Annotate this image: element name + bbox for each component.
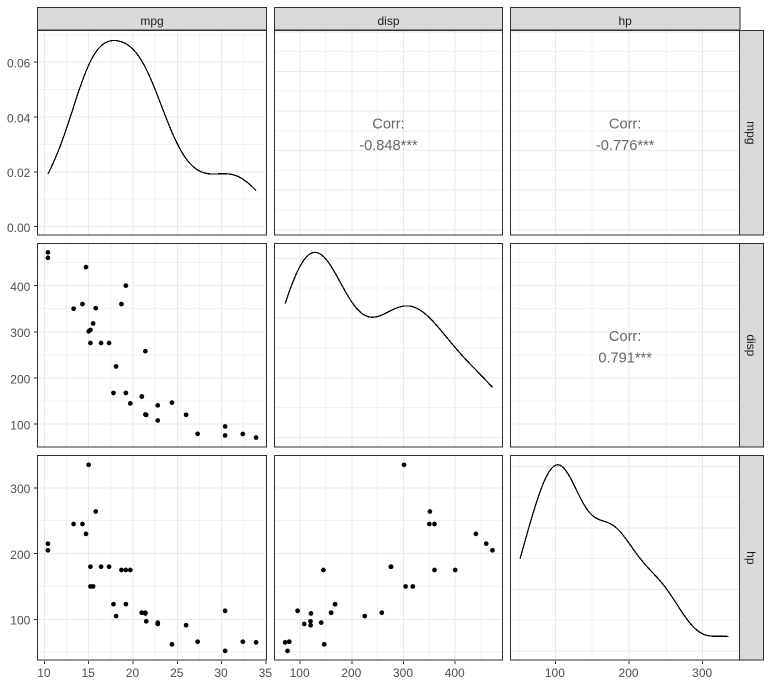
svg-text:-0.848***: -0.848*** — [359, 138, 418, 154]
svg-text:mpg: mpg — [744, 121, 758, 144]
svg-text:hp: hp — [618, 14, 632, 28]
svg-text:hp: hp — [744, 551, 758, 565]
svg-text:Corr:: Corr: — [609, 116, 641, 132]
svg-text:0.00: 0.00 — [7, 221, 31, 235]
svg-text:0.02: 0.02 — [7, 166, 31, 180]
svg-text:300: 300 — [393, 666, 413, 680]
svg-text:100: 100 — [10, 614, 30, 628]
svg-text:Corr:: Corr: — [372, 116, 404, 132]
svg-text:200: 200 — [619, 666, 639, 680]
svg-text:200: 200 — [10, 372, 30, 386]
svg-text:mpg: mpg — [140, 14, 163, 28]
svg-text:10: 10 — [37, 666, 51, 680]
svg-text:300: 300 — [10, 326, 30, 340]
svg-text:300: 300 — [10, 482, 30, 496]
svg-text:0.06: 0.06 — [7, 57, 31, 71]
svg-text:Corr:: Corr: — [609, 329, 641, 345]
svg-text:30: 30 — [214, 666, 228, 680]
svg-text:25: 25 — [170, 666, 184, 680]
svg-text:20: 20 — [126, 666, 140, 680]
svg-text:0.791***: 0.791*** — [598, 351, 652, 367]
svg-text:100: 100 — [10, 419, 30, 433]
svg-text:300: 300 — [692, 666, 712, 680]
svg-text:35: 35 — [259, 666, 273, 680]
svg-text:disp: disp — [744, 334, 758, 356]
svg-text:100: 100 — [545, 666, 565, 680]
svg-text:400: 400 — [445, 666, 465, 680]
svg-text:15: 15 — [81, 666, 95, 680]
svg-text:100: 100 — [290, 666, 310, 680]
svg-text:200: 200 — [341, 666, 361, 680]
svg-text:400: 400 — [10, 280, 30, 294]
svg-text:disp: disp — [377, 14, 399, 28]
svg-text:200: 200 — [10, 548, 30, 562]
svg-text:-0.776***: -0.776*** — [596, 138, 655, 154]
svg-text:0.04: 0.04 — [7, 111, 31, 125]
